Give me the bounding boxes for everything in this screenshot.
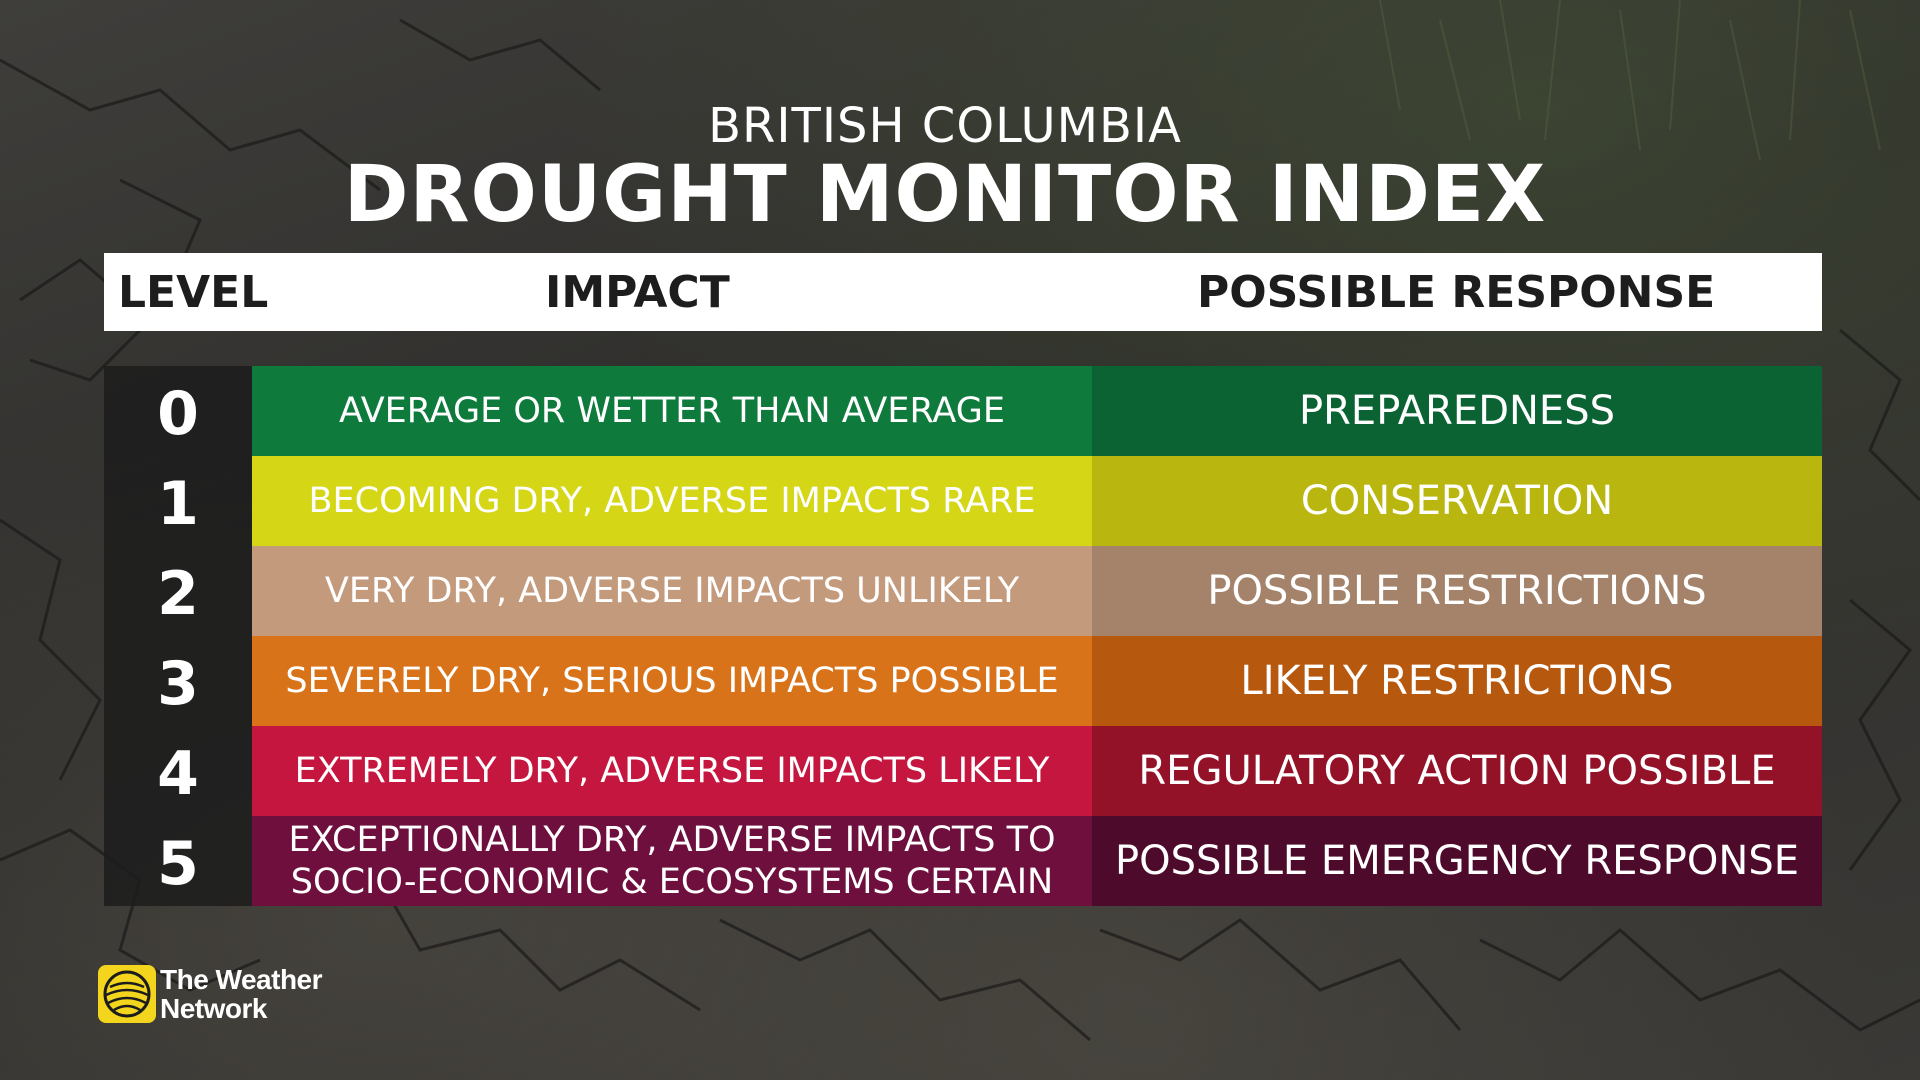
header-impact: IMPACT [545, 267, 730, 318]
response-cell: REGULATORY ACTION POSSIBLE [1092, 726, 1822, 816]
table-row: 1 BECOMING DRY, ADVERSE IMPACTS RARE CON… [104, 456, 1822, 546]
impact-cell: AVERAGE OR WETTER THAN AVERAGE [252, 366, 1092, 456]
table-header: LEVEL IMPACT POSSIBLE RESPONSE [104, 253, 1822, 331]
response-cell: LIKELY RESTRICTIONS [1092, 636, 1822, 726]
weather-network-logo: The Weather Network [96, 963, 323, 1025]
response-cell: POSSIBLE EMERGENCY RESPONSE [1092, 816, 1822, 906]
weather-network-globe-icon [98, 965, 156, 1023]
level-number: 0 [157, 379, 199, 449]
impact-cell: BECOMING DRY, ADVERSE IMPACTS RARE [252, 456, 1092, 546]
logo-line-1: The Weather [160, 964, 323, 995]
level-number: 2 [157, 559, 199, 629]
drought-table: 0 AVERAGE OR WETTER THAN AVERAGE PREPARE… [104, 366, 1822, 906]
table-row: 4 EXTREMELY DRY, ADVERSE IMPACTS LIKELY … [104, 726, 1822, 816]
header-level: LEVEL [118, 267, 269, 318]
response-cell: POSSIBLE RESTRICTIONS [1092, 546, 1822, 636]
level-number: 3 [157, 649, 199, 719]
logo-line-2: Network [160, 993, 267, 1024]
table-row: 0 AVERAGE OR WETTER THAN AVERAGE PREPARE… [104, 366, 1822, 456]
level-column-background [104, 366, 252, 906]
impact-cell: SEVERELY DRY, SERIOUS IMPACTS POSSIBLE [252, 636, 1092, 726]
level-number: 1 [157, 469, 199, 539]
impact-cell: EXTREMELY DRY, ADVERSE IMPACTS LIKELY [252, 726, 1092, 816]
level-number: 4 [157, 739, 199, 809]
response-cell: PREPAREDNESS [1092, 366, 1822, 456]
page-title: DROUGHT MONITOR INDEX [343, 150, 1547, 240]
table-row: 5 EXCEPTIONALLY DRY, ADVERSE IMPACTS TO … [104, 816, 1822, 906]
impact-cell: EXCEPTIONALLY DRY, ADVERSE IMPACTS TO SO… [252, 816, 1092, 906]
impact-cell: VERY DRY, ADVERSE IMPACTS UNLIKELY [252, 546, 1092, 636]
table-row: 2 VERY DRY, ADVERSE IMPACTS UNLIKELY POS… [104, 546, 1822, 636]
response-cell: CONSERVATION [1092, 456, 1822, 546]
header-response: POSSIBLE RESPONSE [1197, 267, 1716, 318]
title-region: BRITISH COLUMBIA [708, 98, 1182, 154]
table-row: 3 SEVERELY DRY, SERIOUS IMPACTS POSSIBLE… [104, 636, 1822, 726]
logo-wordmark: The Weather Network [160, 964, 323, 1024]
level-number: 5 [157, 829, 199, 899]
